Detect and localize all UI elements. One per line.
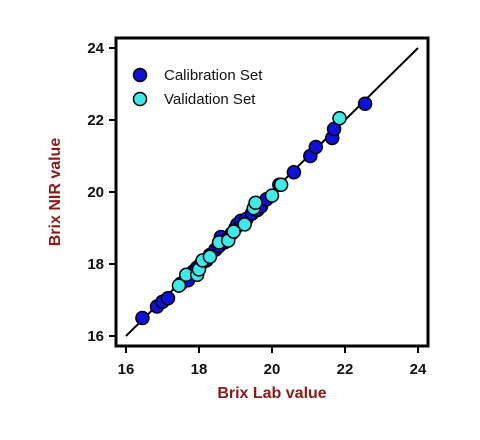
calibration-point xyxy=(160,290,176,306)
y-tick-label: 24 xyxy=(87,40,104,57)
calibration-point xyxy=(135,310,150,326)
validation-point xyxy=(332,110,347,126)
ticks-layer: 16 18 20 22 24 16 18 20 22 24 xyxy=(87,40,427,378)
legend-marker-validation xyxy=(132,91,148,107)
calibration-point xyxy=(357,96,373,112)
legend-marker-calibration xyxy=(132,67,148,83)
validation-point xyxy=(248,195,263,211)
calibration-point xyxy=(286,164,302,180)
validation-point xyxy=(226,224,241,239)
y-tick-label: 20 xyxy=(87,184,104,201)
calibration-point xyxy=(308,139,324,155)
validation-point xyxy=(237,217,252,232)
y-tick-label: 22 xyxy=(87,112,104,129)
legend: Calibration Set Validation Set xyxy=(132,67,263,108)
x-tick-label: 18 xyxy=(191,361,208,378)
legend-label-validation: Validation Set xyxy=(164,91,256,108)
validation-point xyxy=(171,278,187,293)
validation-point xyxy=(273,177,289,193)
x-axis-title: Brix Lab value xyxy=(217,385,326,402)
validation-point xyxy=(202,249,218,265)
y-tick-label: 16 xyxy=(87,328,104,345)
y-tick-label: 18 xyxy=(87,256,104,273)
x-tick-label: 16 xyxy=(118,361,135,378)
x-tick-label: 20 xyxy=(264,361,281,378)
x-tick-label: 24 xyxy=(410,361,427,378)
validation-point xyxy=(264,188,280,203)
x-tick-label: 22 xyxy=(337,361,354,378)
points-layer xyxy=(135,96,373,326)
y-axis-title: Brix NIR value xyxy=(47,138,64,247)
legend-label-calibration: Calibration Set xyxy=(164,67,263,84)
